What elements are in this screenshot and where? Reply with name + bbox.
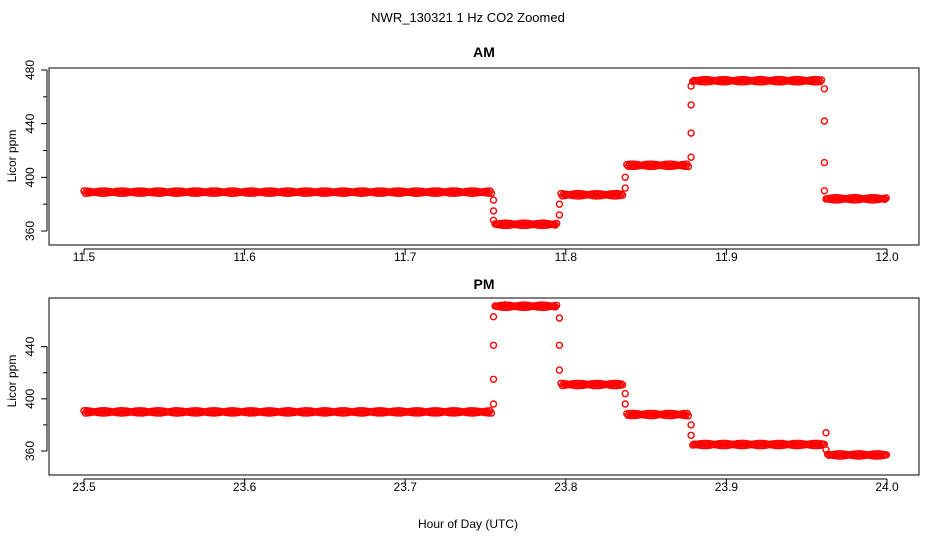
points-pm [80,301,891,460]
x-tick-label-pm: 23.8 [554,480,578,494]
y-tick-label-am: 400 [23,167,37,187]
x-tick-label-pm: 23.7 [394,480,418,494]
y-tick-label-am: 360 [23,221,37,241]
y-tick-label-am: 440 [23,113,37,133]
data-point [550,220,558,228]
data-point [621,400,629,408]
data-point [489,216,498,225]
data-point [489,400,498,408]
x-tick-label-pm: 24.0 [875,480,899,494]
data-point [616,191,624,200]
data-point [687,82,695,90]
data-point [882,194,890,202]
data-point [555,366,564,374]
data-point [487,189,496,198]
panel-title-pm: PM [474,276,495,292]
data-point [822,446,830,454]
data-point [614,379,623,388]
x-tick-label-am: 11.5 [73,250,96,264]
x-tick-label-pm: 23.5 [72,480,96,494]
data-point [816,441,824,450]
data-point [551,303,559,311]
x-tick-label-pm: 23.9 [715,480,739,494]
data-point [618,191,627,199]
data-point [687,101,695,109]
data-point [489,313,498,321]
data-point [822,429,830,437]
points-am [80,75,890,230]
y-axis-label-pm: Licor ppm [5,355,19,408]
data-point [618,381,627,389]
data-point [881,195,889,204]
x-tick-label-am: 11.9 [715,250,738,264]
data-point [551,221,559,229]
data-point [820,187,829,195]
data-point [878,450,886,458]
data-point [621,173,629,182]
data-point [489,341,498,349]
y-tick-label-am: 480 [23,60,37,80]
y-tick-label-pm: 440 [23,336,37,356]
x-axis-am: 11.5 11.6 11.7 11.8 11.9 12.0 [73,248,899,264]
x-tick-label-am: 11.6 [233,250,256,264]
y-tick-label-pm: 360 [23,441,37,461]
data-point [487,409,496,417]
x-tick-label-am: 12.0 [875,250,899,264]
y-axis-am: 360 400 440 480 [23,60,48,241]
data-point [553,219,561,228]
x-tick-label-am: 11.7 [394,250,417,264]
data-point [817,440,826,448]
x-axis-label: Hour of Day (UTC) [418,517,518,531]
data-point [820,158,829,167]
data-point [816,77,824,86]
data-point [687,421,695,429]
y-axis-pm: 360 400 440 [23,336,48,461]
data-point [553,301,561,309]
data-point [817,76,826,84]
plot-frame-am [48,67,920,246]
y-axis-label-am: Licor ppm [5,130,19,183]
data-point [489,196,498,204]
data-point [555,200,564,208]
data-point [489,207,498,215]
data-point [882,451,891,459]
data-point [820,117,829,125]
data-point [820,85,829,93]
panel-am: AM Licor ppm 11.5 11.6 11.7 11.8 11.9 12.0 36… [5,44,920,264]
data-point [621,389,629,398]
data-point [684,412,693,420]
x-tick-label-am: 11.8 [555,250,578,264]
panel-pm: PM Licor ppm 23.5 23.6 23.7 23.8 23.9 24.0 36… [5,276,920,494]
x-tick-label-pm: 23.6 [233,480,257,494]
data-point [684,162,693,171]
data-point [687,153,695,161]
data-point [687,129,695,137]
data-point [555,341,564,349]
panel-title-am: AM [473,44,495,60]
data-point [550,302,558,310]
data-point [555,211,564,219]
data-point [687,431,695,439]
data-point [621,184,629,192]
plot-frame-pm [48,297,920,476]
data-point [555,314,564,322]
y-tick-label-pm: 400 [23,388,37,408]
data-point [616,381,624,389]
x-axis-pm: 23.5 23.6 23.7 23.8 23.9 24.0 [72,478,899,494]
data-point [489,375,498,383]
figure-title: NWR_130321 1 Hz CO2 Zoomed [371,10,565,25]
